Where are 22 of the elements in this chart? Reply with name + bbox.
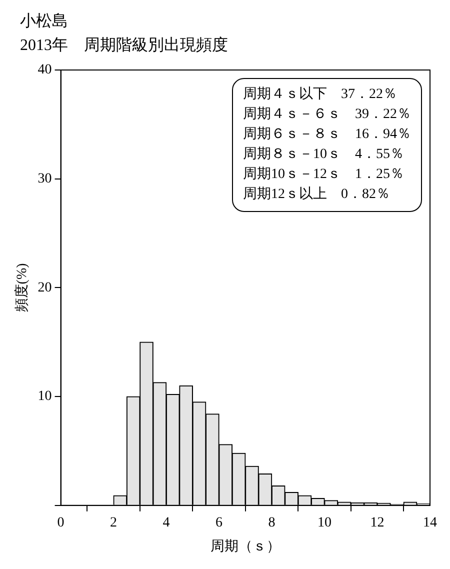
annotation: 周期４ｓ－６ｓ 39．22％ — [243, 107, 411, 122]
x-tick-label: 4 — [162, 515, 170, 530]
x-tick-label: 6 — [216, 515, 223, 530]
annotation: 周期８ｓ－10ｓ 4．55％ — [243, 147, 404, 162]
y-tick-label: 30 — [38, 172, 52, 187]
annotation: 周期６ｓ－８ｓ 16．94％ — [243, 127, 411, 142]
chart-title: 小松島 — [20, 12, 69, 32]
x-tick-label: 0 — [57, 515, 64, 530]
annotation: 周期４ｓ以下 37．22％ — [243, 87, 397, 102]
x-axis-title: 周期（ｓ） — [210, 538, 280, 554]
x-tick-label: 14 — [423, 515, 437, 530]
x-tick-label: 12 — [370, 515, 384, 530]
y-tick-label: 40 — [38, 62, 52, 78]
y-axis-title: 頻度(%) — [14, 262, 30, 312]
x-tick-label: 10 — [318, 515, 332, 530]
x-tick-label: 2 — [110, 515, 118, 530]
annotation: 周期12ｓ以上 0．82％ — [243, 187, 390, 202]
annotation: 周期10ｓ－12ｓ 1．25％ — [243, 167, 404, 182]
y-tick-label: 10 — [38, 389, 52, 404]
y-tick-label: 20 — [38, 280, 52, 296]
x-tick-label: 8 — [268, 515, 276, 530]
chart-subtitle: 2013年 周期階級別出現頻度 — [20, 36, 228, 56]
